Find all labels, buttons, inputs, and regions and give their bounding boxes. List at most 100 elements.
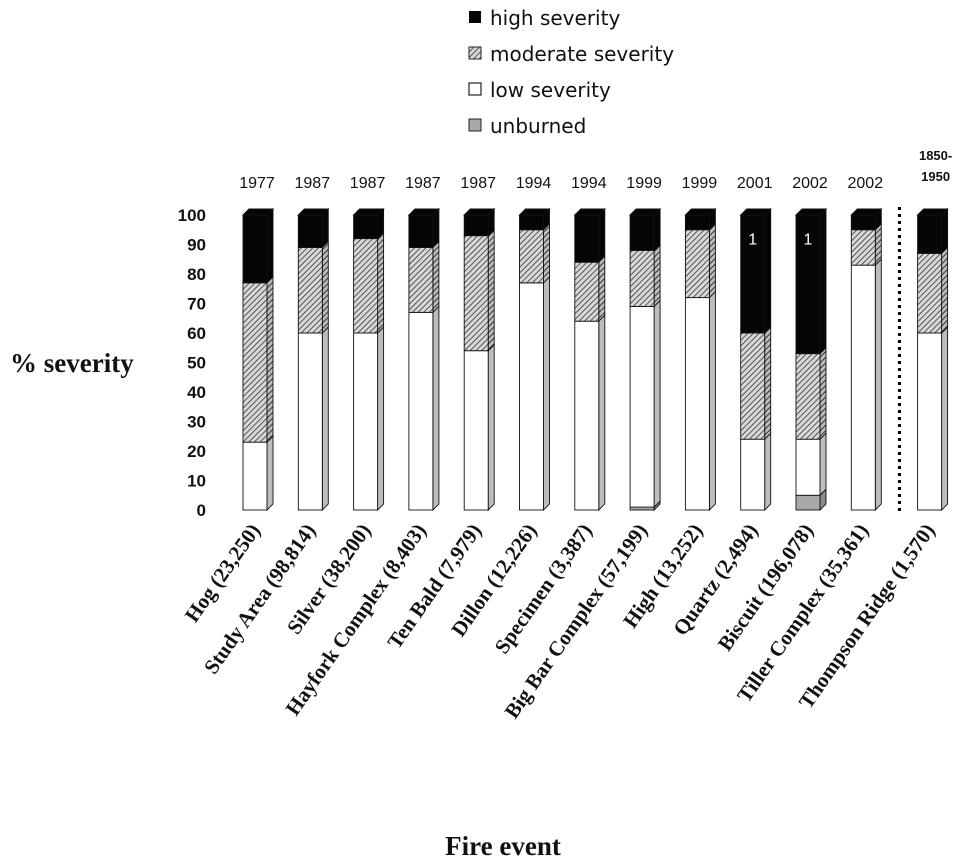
bar-segment-moderate-severity-side — [941, 246, 949, 335]
bar-segment-high-severity — [574, 214, 600, 263]
year-label: 1994 — [571, 175, 607, 192]
bar-segment-low-severity-side — [764, 432, 772, 512]
bar-segment-high-severity-side — [432, 207, 440, 249]
bar-segment-low-severity — [917, 332, 943, 511]
bar-top-face — [407, 208, 440, 216]
legend-item-unburned: unburned — [468, 114, 586, 138]
bar-top-face — [850, 208, 883, 216]
bar-stack — [850, 207, 883, 512]
year-label: 1987 — [350, 175, 386, 192]
bar-annotation: 1 — [748, 232, 757, 249]
bar-stack — [518, 207, 551, 512]
bar-segment-moderate-severity — [297, 246, 323, 334]
bar-segment-low-severity — [795, 438, 821, 496]
bar-segment-low-severity-side — [598, 314, 606, 512]
bar-segment-moderate-severity — [408, 246, 434, 313]
legend-label-unburned: unburned — [490, 114, 586, 138]
year-label: 1994 — [516, 175, 552, 192]
bar-top-face — [794, 208, 828, 216]
bar-segment-high-severity-side — [266, 207, 274, 284]
bar-segment-low-severity-side — [653, 299, 661, 509]
bar-segment-unburned — [795, 494, 821, 511]
bar-segment-high-severity — [850, 214, 876, 231]
bar-top-face — [916, 208, 949, 216]
bar-segment-high-severity-side — [321, 207, 329, 249]
year-label: 1977 — [239, 175, 275, 192]
bar-segment-high-severity — [297, 214, 323, 248]
bar-top-face — [241, 208, 275, 216]
bar-stack — [739, 207, 772, 512]
year-label: 1987 — [295, 175, 331, 192]
bar-segment-moderate-severity-side — [764, 325, 772, 441]
bar-stack — [684, 207, 717, 512]
bar-segment-moderate-severity — [519, 229, 544, 284]
bar-segment-low-severity — [519, 282, 544, 511]
bar-segment-high-severity — [353, 214, 379, 240]
legend-swatch-high — [469, 11, 481, 23]
bar-segment-moderate-severity — [574, 261, 600, 322]
bar-segment-low-severity-side — [543, 275, 550, 512]
bar-segment-moderate-severity — [242, 282, 268, 443]
legend-label-high: high severity — [490, 6, 620, 30]
bar-segment-low-severity — [408, 311, 434, 511]
bar-segment-high-severity-side — [653, 207, 661, 252]
y-tick-label: 90 — [187, 236, 206, 255]
bar-segment-moderate-severity-side — [487, 228, 495, 352]
year-label: 1999 — [626, 175, 662, 192]
legend-item-high: high severity — [469, 6, 620, 30]
year-label: 2002 — [848, 175, 884, 192]
y-tick-label: 0 — [197, 501, 206, 520]
y-tick-label: 50 — [187, 354, 206, 373]
bar-segment-low-severity-side — [487, 343, 495, 512]
legend-item-low: low severity — [468, 78, 611, 102]
x-axis-label: Fire event — [445, 831, 561, 861]
bar-segment-moderate-severity — [795, 353, 821, 440]
category-label: Thompson Ridge (1,570) — [794, 519, 940, 713]
bar-segment-moderate-severity-side — [874, 222, 882, 267]
year-label: 1987 — [405, 175, 441, 192]
bar-segment-low-severity-side — [874, 258, 882, 512]
bar-segment-low-severity-side — [266, 435, 274, 512]
bar-segment-moderate-severity — [917, 252, 943, 334]
y-tick-label: 60 — [187, 324, 206, 343]
category-labels: Hog (23,250)Study Area (98,814)Silver (3… — [180, 519, 940, 723]
y-tick-label: 40 — [187, 383, 206, 402]
year-label: 1987 — [460, 175, 496, 192]
bar-segment-low-severity — [353, 332, 379, 511]
bar-segment-moderate-severity — [629, 249, 655, 307]
bar-segment-high-severity-side — [764, 207, 772, 335]
year-label: 1950 — [921, 169, 950, 184]
bar-segment-moderate-severity-side — [321, 240, 329, 335]
legend-swatch-unburned — [468, 118, 482, 132]
bar-segment-high-severity — [242, 214, 268, 284]
year-label: 2001 — [737, 175, 773, 192]
bar-segment-moderate-severity-side — [598, 255, 606, 323]
bar-segment-moderate-severity-side — [266, 275, 274, 444]
bar-top-face — [684, 208, 717, 216]
bar-segment-low-severity — [463, 350, 489, 511]
bar-segment-low-severity-side — [377, 325, 385, 512]
category-label: Specimen (3,387) — [490, 519, 597, 658]
bar-segment-moderate-severity-side — [819, 346, 827, 441]
legend-swatch-moderate — [468, 46, 482, 60]
bar-annotation: 1 — [804, 232, 813, 249]
bar-top-face — [463, 208, 496, 216]
bar-top-face — [297, 208, 330, 216]
bar-top-face — [518, 208, 551, 216]
bar-segment-high-severity — [684, 214, 710, 231]
bar-segment-low-severity — [850, 264, 876, 511]
bar-segment-moderate-severity-side — [653, 243, 661, 308]
y-tick-label: 100 — [178, 206, 206, 225]
bar-top-face — [629, 208, 662, 216]
legend-label-low: low severity — [490, 78, 611, 102]
y-tick-label: 70 — [187, 295, 206, 314]
year-label: 2002 — [792, 175, 828, 192]
bar-segment-low-severity-side — [432, 305, 440, 512]
legend-item-moderate: moderate severity — [468, 42, 674, 66]
y-tick-label: 10 — [187, 472, 206, 491]
bar-segment-low-severity-side — [941, 325, 949, 512]
bar-stack — [573, 207, 606, 512]
bar-top-face — [739, 208, 772, 216]
